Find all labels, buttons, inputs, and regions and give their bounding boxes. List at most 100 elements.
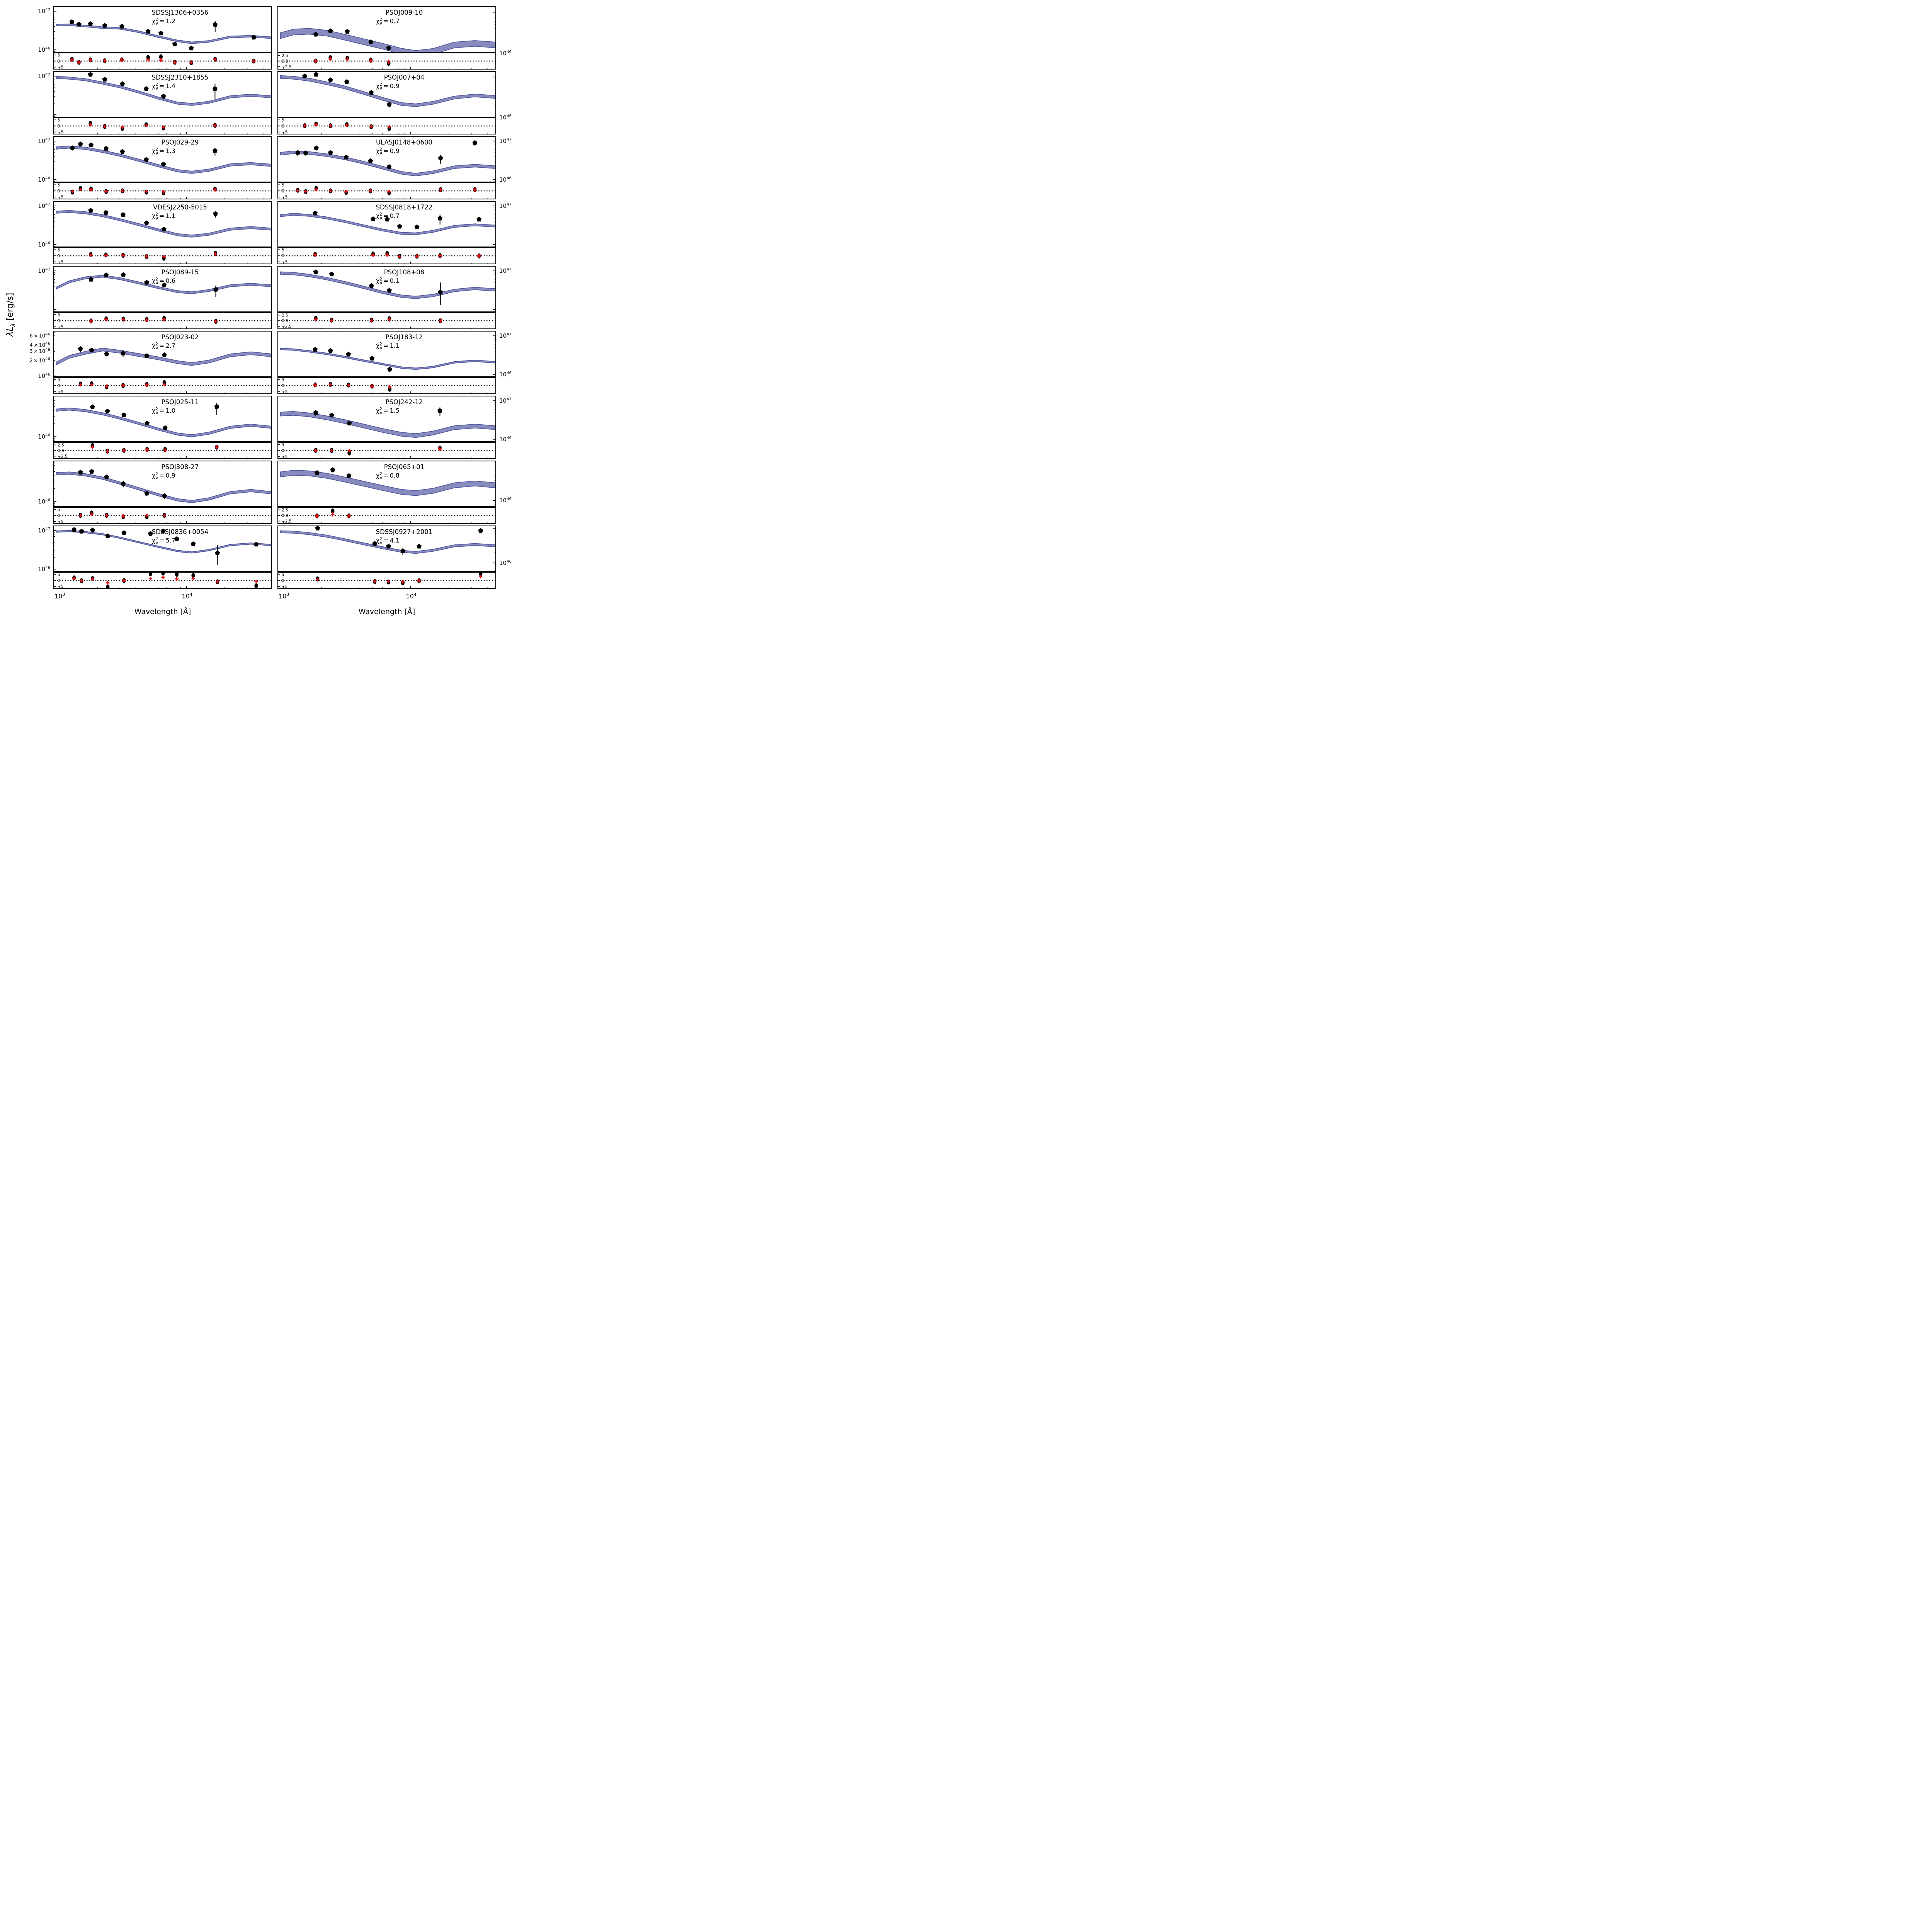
residual-tick-label: 0.0: [58, 449, 64, 453]
model-band: [280, 530, 496, 554]
residual-tick-label: 0: [58, 254, 60, 259]
data-point-pentagon: [213, 211, 218, 216]
y-tick-label: 1046: [499, 114, 512, 121]
data-point-pentagon: [303, 150, 308, 155]
data-point-pentagon: [144, 157, 149, 162]
residual-tick-label: −5: [58, 520, 63, 524]
residual-tick-label: 2.5: [282, 313, 288, 318]
data-point-pentagon: [161, 94, 166, 99]
y-tick-label: 1047: [499, 267, 512, 275]
data-point-pentagon: [437, 216, 443, 221]
residual-tick-label: 0: [58, 578, 60, 583]
residual-tick-label: −5: [282, 260, 287, 264]
residual-tick-label: −5: [282, 390, 287, 394]
residual-tick-label: 0: [58, 59, 60, 64]
residual-tick-label: −5: [58, 585, 63, 589]
y-tick-label: 2 × 1046: [29, 357, 50, 364]
chi2-label: χ2 ν = 0.7: [376, 212, 400, 221]
y-tick-label: 1046: [38, 176, 50, 183]
data-point-pentagon: [160, 528, 166, 533]
y-tick-label: 3 × 1046: [29, 348, 50, 355]
sed-residual-plot-PSOJ183-12: 5 0 −5: [277, 377, 496, 394]
panel-title: PSOJ108+08: [384, 269, 425, 276]
chi2-label: χ2 ν = 1.0: [152, 407, 175, 415]
data-point-pentagon: [478, 528, 483, 533]
residual-tick-label: 0: [58, 189, 60, 194]
model-band: [280, 213, 496, 235]
panel-title: PSOJ009-10: [386, 9, 423, 16]
data-point-pentagon: [302, 73, 308, 78]
y-tick-label: 1047: [38, 267, 50, 275]
residual-tick-label: −2.5: [282, 65, 292, 70]
data-point-pentagon: [172, 41, 177, 46]
residual-tick-label: 5: [282, 248, 284, 252]
sed-residual-plot-SDSSJ1306+0356: 50−5: [53, 53, 272, 70]
data-residual-point: [146, 55, 150, 60]
residual-tick-label: −5: [58, 325, 63, 329]
model-band: [56, 76, 272, 106]
data-point-pentagon: [103, 210, 109, 215]
data-point-pentagon: [215, 550, 220, 555]
data-point-pentagon: [346, 352, 351, 357]
data-point-pentagon: [105, 408, 110, 413]
data-point-pentagon: [144, 220, 149, 225]
residual-tick-label: 5: [58, 53, 60, 58]
chi2-label: χ2 ν = 1.1: [376, 342, 400, 350]
sed-residual-plot-PSOJ023-02: 5 0 −5: [53, 377, 272, 394]
data-point-pentagon: [347, 420, 352, 425]
residual-tick-label: 0: [282, 254, 284, 259]
chi2-label: χ2 ν = 0.1: [376, 277, 400, 286]
data-residual-point: [347, 450, 351, 456]
data-point-pentagon: [438, 155, 443, 160]
panel-title: PSOJ023-02: [162, 333, 199, 341]
data-point-pentagon: [400, 548, 405, 553]
y-tick-label: 6 × 1046: [29, 332, 50, 339]
model-band: [56, 407, 272, 437]
sed-residual-plot-PSOJ242-12: 5 0 −5: [277, 442, 496, 459]
x-tick-label: 104: [182, 592, 192, 600]
chi2-label: χ2 ν = 1.5: [376, 407, 400, 415]
data-point-pentagon: [120, 81, 125, 86]
residual-tick-label: 5: [282, 183, 284, 187]
data-residual-point: [106, 584, 110, 589]
residual-tick-label: 2.5: [58, 443, 64, 448]
data-point-pentagon: [213, 287, 218, 292]
data-point-pentagon: [213, 22, 218, 27]
model-band: [280, 28, 496, 53]
residual-tick-label: −5: [282, 455, 287, 459]
panel-title: SDSSJ0818+1722: [376, 204, 433, 211]
chi2-label: χ2 ν = 0.8: [376, 472, 400, 480]
data-point-pentagon: [158, 31, 163, 36]
y-tick-label: 1046: [38, 241, 50, 248]
chi2-label: χ2 ν = 0.6: [152, 277, 175, 286]
data-point-pentagon: [251, 34, 257, 40]
panel-title: SDSSJ0836+0054: [152, 528, 209, 536]
panel-title: VDESJ2250-5015: [153, 204, 207, 211]
chi2-label: χ2 ν = 4.1: [376, 537, 400, 545]
data-point-pentagon: [212, 148, 218, 153]
data-point-pentagon: [88, 72, 93, 77]
data-point-pentagon: [144, 353, 150, 358]
y-tick-label: 1047: [499, 138, 512, 145]
residual-tick-label: 5: [58, 572, 60, 577]
sed-figure: λLλ [erg/s] SDSSJ1306+0356 χ2 ν = 1.2 5 0 −5 1…: [0, 0, 530, 633]
sed-residual-plot-PSOJ025-11: 2.50.0−2.5: [53, 442, 272, 459]
chi2-label: χ2 ν = 0.9: [152, 472, 175, 480]
data-residual-point: [161, 572, 165, 576]
chi2-label: χ2 ν = 1.2: [152, 17, 175, 26]
data-point-pentagon: [88, 208, 94, 213]
data-point-pentagon: [148, 531, 153, 536]
data-point-pentagon: [69, 19, 75, 24]
data-point-pentagon: [145, 420, 150, 425]
residual-tick-label: 0: [58, 319, 60, 323]
data-point-pentagon: [369, 355, 375, 361]
y-tick-label: 1046: [499, 176, 512, 183]
residual-tick-label: 0.0: [282, 59, 288, 64]
data-residual-point: [148, 572, 153, 577]
y-tick-label: 1046: [499, 435, 512, 443]
